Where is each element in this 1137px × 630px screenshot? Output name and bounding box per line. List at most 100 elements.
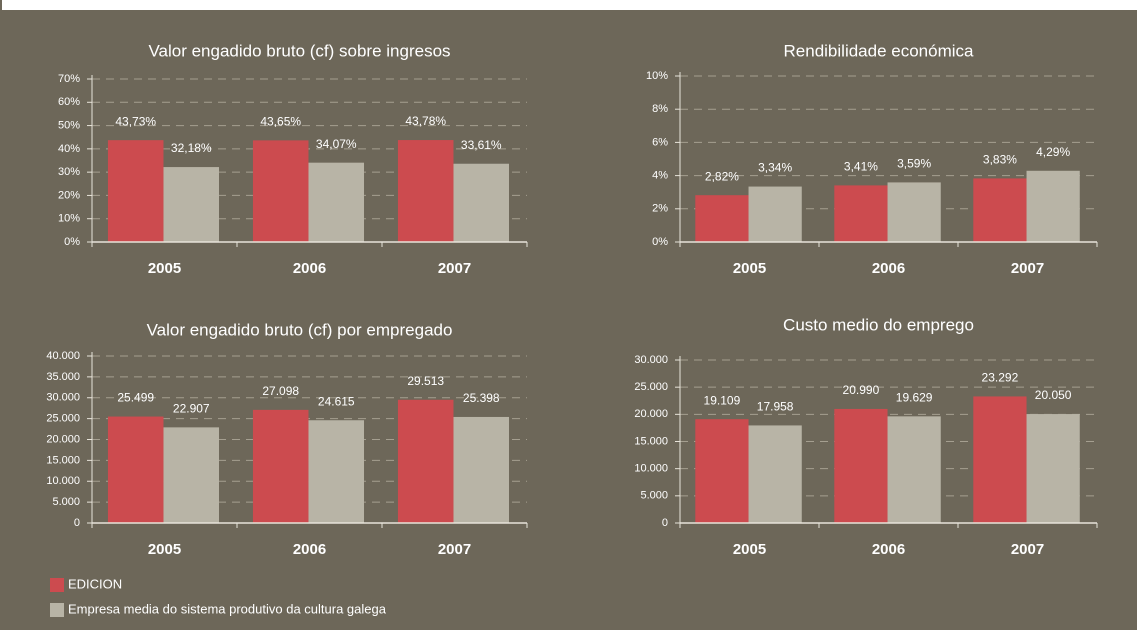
bar bbox=[973, 178, 1027, 242]
y-tick-label: 30.000 bbox=[634, 354, 668, 366]
data-label: 25.398 bbox=[463, 391, 500, 405]
y-tick-label: 4% bbox=[652, 170, 668, 182]
x-tick-label: 2005 bbox=[148, 541, 181, 558]
y-tick-label: 30% bbox=[58, 166, 80, 178]
y-tick-label: 2% bbox=[652, 203, 668, 215]
y-tick-label: 60% bbox=[58, 96, 80, 108]
y-tick-label: 10.000 bbox=[46, 475, 80, 487]
y-tick-label: 15.000 bbox=[46, 454, 80, 466]
y-tick-label: 70% bbox=[58, 73, 80, 85]
x-tick-label: 2005 bbox=[733, 260, 766, 277]
y-tick-label: 0% bbox=[64, 236, 80, 248]
bar bbox=[1026, 170, 1080, 242]
legend-label: Empresa media do sistema produtivo da cu… bbox=[68, 601, 387, 616]
data-label: 33,61% bbox=[461, 138, 502, 152]
y-tick-label: 8% bbox=[652, 103, 668, 115]
data-label: 3,41% bbox=[844, 160, 878, 174]
x-tick-label: 2006 bbox=[293, 260, 326, 277]
bar bbox=[834, 408, 888, 523]
y-tick-label: 20% bbox=[58, 189, 80, 201]
legend-swatch bbox=[50, 603, 64, 617]
y-tick-label: 10.000 bbox=[634, 463, 668, 475]
top-band bbox=[0, 0, 1137, 10]
data-label: 43,78% bbox=[405, 114, 446, 128]
data-label: 3,34% bbox=[758, 161, 792, 175]
bar bbox=[695, 419, 749, 523]
data-label: 34,07% bbox=[316, 137, 357, 151]
x-tick-label: 2006 bbox=[872, 541, 905, 558]
y-tick-label: 10% bbox=[58, 213, 80, 225]
x-tick-label: 2007 bbox=[1011, 541, 1044, 558]
bar bbox=[1026, 414, 1080, 523]
bar bbox=[887, 182, 941, 242]
bar bbox=[252, 140, 309, 242]
bar bbox=[748, 425, 802, 523]
y-tick-label: 15.000 bbox=[634, 435, 668, 447]
data-label: 20.990 bbox=[843, 383, 880, 397]
data-label: 2,82% bbox=[705, 169, 739, 183]
chart-title: Rendibilidade económica bbox=[784, 41, 975, 60]
data-label: 27.098 bbox=[262, 384, 299, 398]
bar bbox=[107, 416, 164, 523]
bar bbox=[887, 416, 941, 523]
data-label: 29.513 bbox=[407, 374, 444, 388]
data-label: 23.292 bbox=[982, 371, 1019, 385]
x-tick-label: 2006 bbox=[872, 260, 905, 277]
data-label: 43,73% bbox=[115, 114, 156, 128]
legend-swatch bbox=[50, 578, 64, 592]
bar bbox=[308, 420, 365, 523]
data-label: 3,59% bbox=[897, 157, 931, 171]
bar bbox=[163, 427, 220, 523]
legend-label: EDICION bbox=[68, 576, 122, 591]
y-tick-label: 35.000 bbox=[46, 371, 80, 383]
bar bbox=[834, 185, 888, 242]
bar bbox=[397, 399, 454, 523]
bar bbox=[695, 195, 749, 242]
y-tick-label: 5.000 bbox=[640, 490, 668, 502]
y-tick-label: 10% bbox=[646, 70, 668, 82]
y-tick-label: 25.000 bbox=[634, 381, 668, 393]
y-tick-label: 5.000 bbox=[52, 496, 80, 508]
data-label: 17.958 bbox=[757, 400, 794, 414]
data-label: 3,83% bbox=[983, 153, 1017, 167]
bar bbox=[973, 396, 1027, 523]
bar bbox=[453, 416, 510, 523]
x-tick-label: 2007 bbox=[1011, 260, 1044, 277]
data-label: 4,29% bbox=[1036, 145, 1070, 159]
y-tick-label: 25.000 bbox=[46, 413, 80, 425]
bar bbox=[308, 162, 365, 242]
y-tick-label: 40% bbox=[58, 143, 80, 155]
bar bbox=[748, 186, 802, 242]
bar bbox=[397, 140, 454, 242]
y-tick-label: 0% bbox=[652, 236, 668, 248]
x-tick-label: 2005 bbox=[733, 541, 766, 558]
bar bbox=[107, 140, 164, 242]
data-label: 22.907 bbox=[173, 402, 210, 416]
data-label: 24.615 bbox=[318, 394, 355, 408]
bar bbox=[163, 167, 220, 242]
data-label: 43,65% bbox=[260, 115, 301, 129]
x-tick-label: 2005 bbox=[148, 260, 181, 277]
bar bbox=[252, 409, 309, 523]
chart-title: Valor engadido bruto (cf) por empregado bbox=[147, 320, 453, 339]
y-tick-label: 20.000 bbox=[46, 433, 80, 445]
y-tick-label: 30.000 bbox=[46, 392, 80, 404]
y-tick-label: 0 bbox=[74, 517, 80, 529]
top-edge bbox=[0, 0, 2, 14]
data-label: 25.499 bbox=[117, 391, 154, 405]
data-label: 19.629 bbox=[896, 391, 933, 405]
x-tick-label: 2007 bbox=[438, 260, 471, 277]
x-tick-label: 2007 bbox=[438, 541, 471, 558]
data-label: 19.109 bbox=[704, 393, 741, 407]
y-tick-label: 40.000 bbox=[46, 350, 80, 362]
chart-title: Custo medio do emprego bbox=[783, 315, 974, 334]
y-tick-label: 20.000 bbox=[634, 408, 668, 420]
y-tick-label: 6% bbox=[652, 136, 668, 148]
chart-title: Valor engadido bruto (cf) sobre ingresos bbox=[148, 41, 450, 60]
y-tick-label: 50% bbox=[58, 119, 80, 131]
bar bbox=[453, 163, 510, 242]
data-label: 32,18% bbox=[171, 141, 212, 155]
